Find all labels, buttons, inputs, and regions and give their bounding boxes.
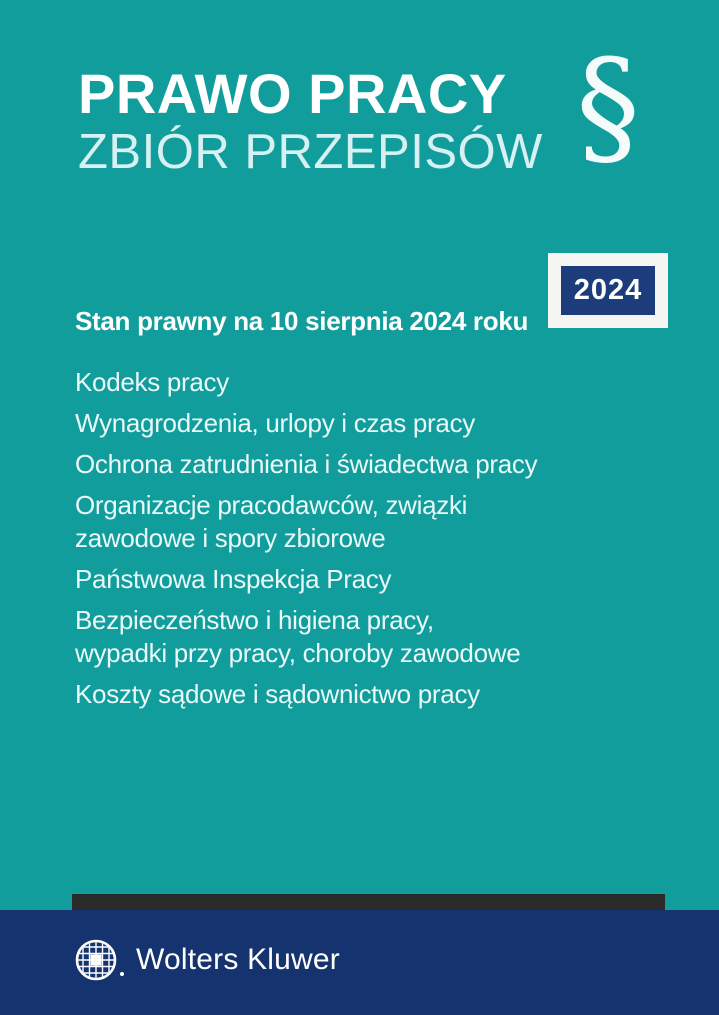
paragraph-section-icon: § <box>576 33 640 182</box>
topic-item: Organizacje pracodawców, związki zawodow… <box>75 490 468 553</box>
legal-status-line: Stan prawny na 10 sierpnia 2024 roku <box>75 306 529 336</box>
topic-item: Ochrona zatrudnienia i świadectwa pracy <box>75 449 538 479</box>
topic-item: Kodeks pracy <box>75 367 229 397</box>
year-badge: 2024 <box>548 253 668 328</box>
topics-list: Kodeks pracy Wynagrodzenia, urlopy i cza… <box>75 366 575 719</box>
book-title: PRAWO PRACY <box>78 62 507 125</box>
publisher-name: Wolters Kluwer <box>136 943 340 976</box>
topic-item: Bezpieczeństwo i higiena pracy, wypadki … <box>75 605 521 668</box>
book-subtitle: ZBIÓR PRZEPISÓW <box>78 125 543 179</box>
year-badge-inner: 2024 <box>561 266 655 315</box>
registered-mark-dot <box>120 972 124 976</box>
topic-item: Państwowa Inspekcja Pracy <box>75 564 392 594</box>
topic-item: Wynagrodzenia, urlopy i czas pracy <box>75 408 475 438</box>
globe-icon <box>75 939 117 981</box>
publisher-logo: Wolters Kluwer <box>74 938 340 982</box>
year-badge-label: 2024 <box>573 274 643 306</box>
spine-shadow-strip <box>72 894 665 910</box>
topic-item: Koszty sądowe i sądownictwo pracy <box>75 679 480 709</box>
publisher-footer: Wolters Kluwer <box>0 910 719 1015</box>
